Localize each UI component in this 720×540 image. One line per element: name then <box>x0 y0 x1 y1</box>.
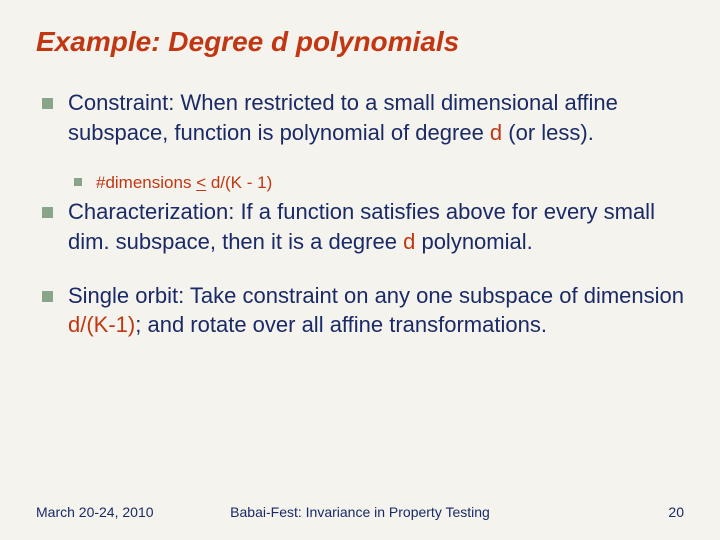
text-run: (or less). <box>502 120 594 145</box>
text-run: < <box>196 173 206 192</box>
text-run: Single orbit: <box>68 283 184 308</box>
text-run: Constraint: <box>68 90 174 115</box>
title-post: polynomials <box>288 26 459 57</box>
text-run: d <box>490 120 502 145</box>
slide-title: Example: Degree d polynomials <box>36 26 684 58</box>
bullet-level-1: Single orbit: Take constraint on any one… <box>36 281 684 340</box>
bullet-level-2: #dimensions < d/(K - 1) <box>68 171 684 195</box>
text-run: d/(K - 1) <box>206 173 272 192</box>
text-run: ; and rotate over all affine transformat… <box>135 312 547 337</box>
bullet-level-1: Characterization: If a function satisfie… <box>36 197 684 256</box>
title-pre: Example: Degree <box>36 26 271 57</box>
text-run: Characterization: <box>68 199 234 224</box>
text-run: d/(K-1) <box>68 312 135 337</box>
text-run: #dimensions <box>96 173 191 192</box>
bullet-list: Constraint: When restricted to a small d… <box>36 88 684 340</box>
slide-footer: March 20-24, 2010 Babai-Fest: Invariance… <box>36 504 684 520</box>
slide: Example: Degree d polynomials Constraint… <box>0 0 720 540</box>
title-d: d <box>271 26 288 57</box>
text-run: Take constraint on any one subspace of d… <box>190 283 684 308</box>
bullet-level-1: Constraint: When restricted to a small d… <box>36 88 684 147</box>
text-run: d <box>403 229 415 254</box>
text-run: polynomial. <box>415 229 532 254</box>
footer-page-number: 20 <box>668 504 684 520</box>
footer-date: March 20-24, 2010 <box>36 504 154 520</box>
